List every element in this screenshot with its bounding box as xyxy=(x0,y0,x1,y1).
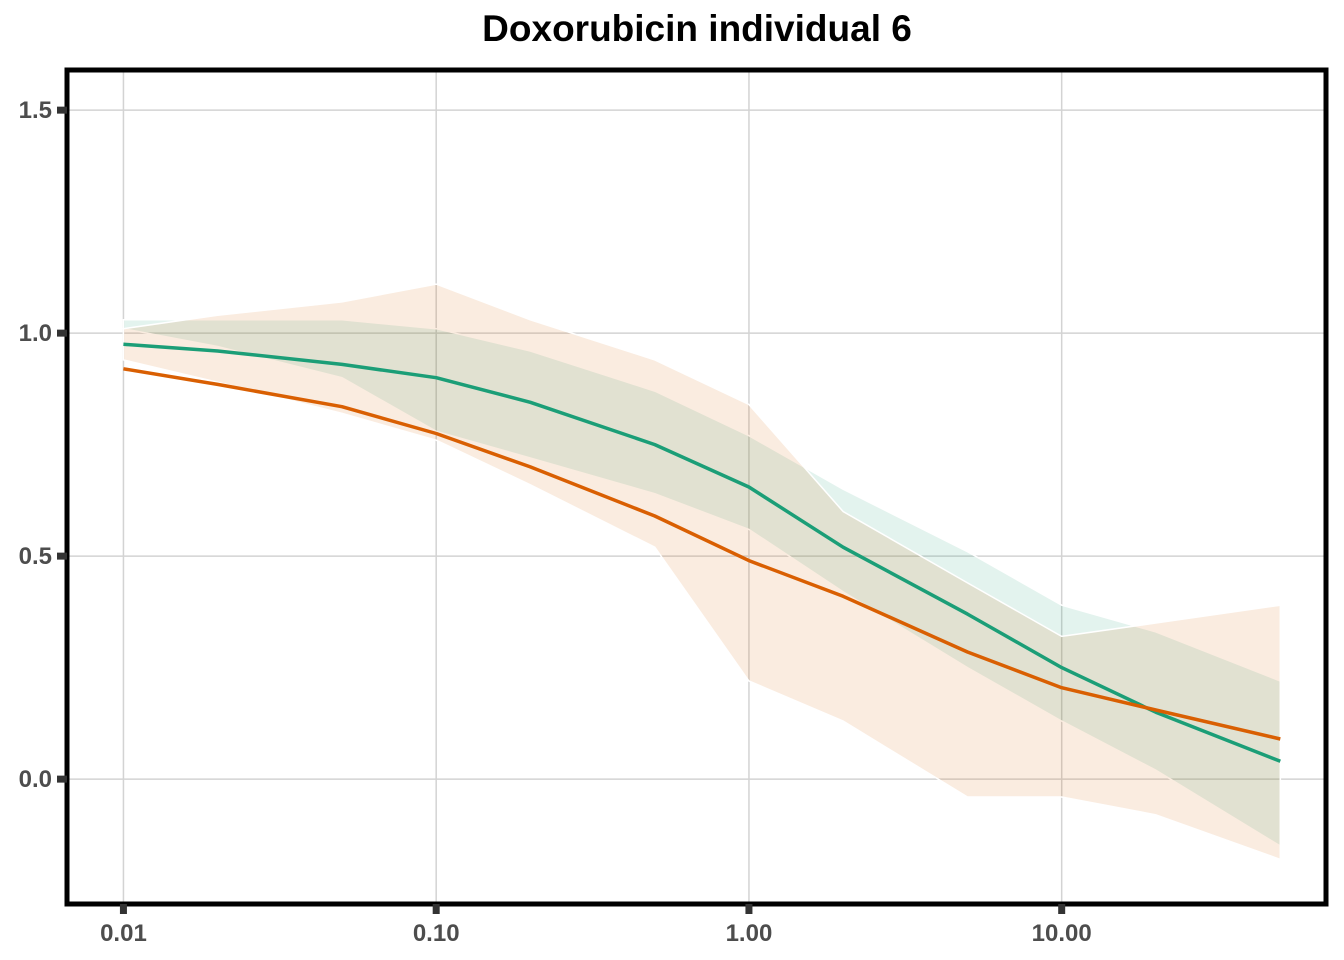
confidence-bands xyxy=(122,283,1282,861)
chart-title: Doxorubicin individual 6 xyxy=(482,8,912,49)
x-tick-label: 0.01 xyxy=(100,920,147,947)
x-tick-label: 0.10 xyxy=(413,920,460,947)
confidence-band-2 xyxy=(122,283,1282,861)
y-tick-label: 0.0 xyxy=(19,766,52,793)
series-lines xyxy=(123,342,1281,763)
x-tick-label: 1.00 xyxy=(726,920,773,947)
y-tick-label: 1.0 xyxy=(19,320,52,347)
x-tick-label: 10.00 xyxy=(1032,920,1092,947)
series-line-2 xyxy=(123,367,1281,741)
plot-border xyxy=(64,67,1329,907)
series-line-1 xyxy=(123,342,1281,763)
y-tick-label: 1.5 xyxy=(19,97,52,124)
y-tick-label: 0.5 xyxy=(19,543,52,570)
axes: 0.01 0.10 1.00 10.00 0.0 0.5 1.0 1.5 xyxy=(19,97,1092,947)
